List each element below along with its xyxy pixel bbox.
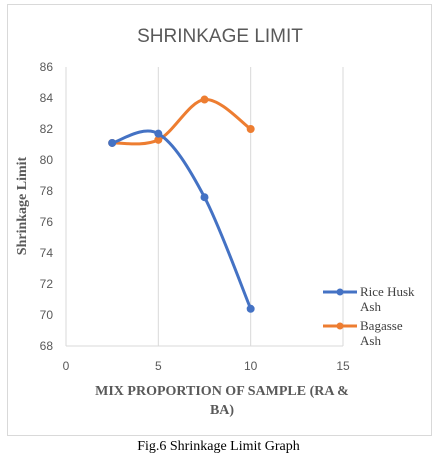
data-point-bagasse-ash-2 bbox=[200, 95, 209, 104]
series-line-rice-husk-ash bbox=[110, 129, 253, 311]
legend-label-bagasse-ash: Bagasse Ash bbox=[360, 318, 403, 348]
data-point-rice-husk-ash-3 bbox=[246, 304, 255, 313]
legend-marker-bagasse-ash bbox=[336, 322, 344, 330]
legend-label-rice-husk-ash: Rice Husk Ash bbox=[360, 284, 415, 314]
series-line-bagasse-ash bbox=[110, 98, 253, 146]
x-tick-label-5: 5 bbox=[155, 359, 162, 373]
legend-marker-rice-husk-ash bbox=[336, 288, 344, 296]
y-tick-label-68: 68 bbox=[40, 339, 54, 353]
x-axis-label-text: MIX PROPORTION OF SAMPLE (RA & BA) bbox=[95, 384, 349, 418]
data-series bbox=[108, 95, 255, 313]
figure-caption: Fig.6 Shrinkage Limit Graph bbox=[137, 439, 300, 454]
y-tick-label-80: 80 bbox=[40, 153, 54, 167]
y-tick-label-70: 70 bbox=[40, 308, 54, 322]
y-tick-label-86: 86 bbox=[40, 60, 54, 74]
x-tick-label-0: 0 bbox=[63, 359, 70, 373]
y-tick-label-74: 74 bbox=[40, 246, 54, 260]
x-tick-label-10: 10 bbox=[244, 359, 258, 373]
data-point-rice-husk-ash-2 bbox=[200, 193, 209, 202]
y-axis-label: Shrinkage Limit bbox=[15, 156, 30, 255]
tick-labels: 68 70 72 74 76 78 80 82 84 86 0 5 10 15 bbox=[40, 60, 350, 373]
y-tick-label-72: 72 bbox=[40, 277, 54, 291]
grid-lines bbox=[157, 67, 344, 346]
chart-title: SHRINKAGE LIMIT bbox=[137, 26, 303, 47]
x-tick-label-15: 15 bbox=[336, 359, 350, 373]
data-point-rice-husk-ash-1 bbox=[154, 129, 163, 138]
data-point-rice-husk-ash-0 bbox=[108, 138, 117, 147]
chart-frame bbox=[7, 4, 432, 436]
y-tick-label-76: 76 bbox=[40, 215, 54, 229]
data-point-bagasse-ash-3 bbox=[246, 125, 255, 133]
legend: Rice Husk Ash Bagasse Ash bbox=[323, 284, 415, 348]
axes bbox=[65, 67, 343, 347]
y-tick-label-82: 82 bbox=[40, 122, 54, 136]
x-axis-label: MIX PROPORTION OF SAMPLE (RA & BA) bbox=[95, 384, 349, 418]
y-tick-label-78: 78 bbox=[40, 184, 54, 198]
y-tick-label-84: 84 bbox=[40, 91, 54, 105]
